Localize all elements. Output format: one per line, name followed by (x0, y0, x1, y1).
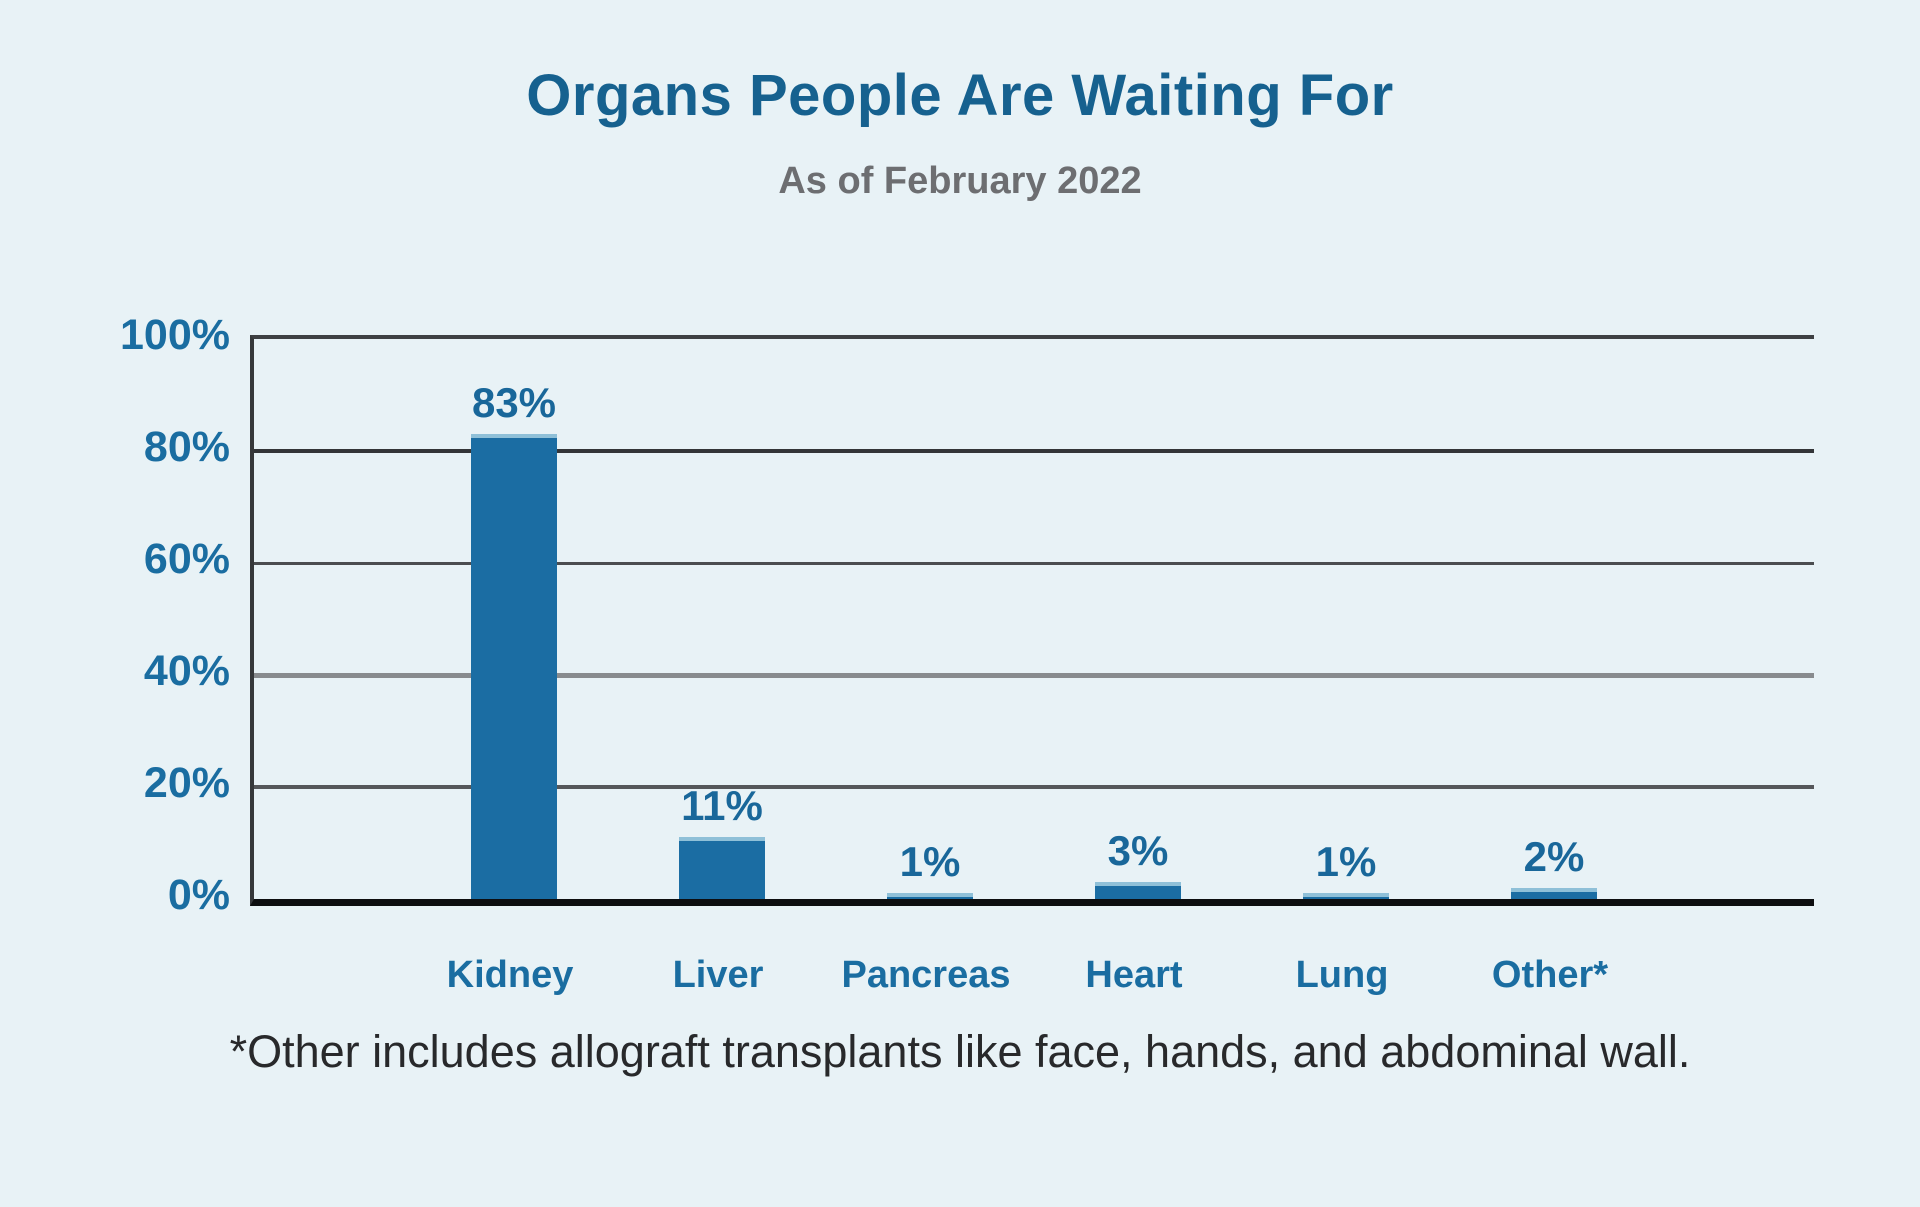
bar-other (1511, 888, 1597, 899)
x-category-label-kidney: Kidney (446, 954, 574, 996)
y-tick-label: 0% (167, 871, 230, 919)
bar-value-label: 3% (1107, 827, 1169, 874)
x-category-label-heart: Heart (1085, 954, 1183, 996)
footnote: *Other includes allograft transplants li… (229, 1026, 1691, 1077)
bar-pancreas (887, 893, 973, 899)
gridline (254, 562, 1814, 565)
bar-liver (679, 837, 765, 899)
x-category-label-pancreas: Pancreas (841, 954, 1011, 996)
bar-value-label: 11% (681, 782, 763, 829)
bar-kidney (471, 434, 557, 899)
bar-lung (1303, 893, 1389, 899)
y-tick-label: 20% (143, 759, 230, 807)
y-tick-label: 60% (143, 535, 230, 583)
plot-area: 83% 11% 1% 3% 1% 2% (250, 335, 1814, 906)
y-tick-label: 100% (120, 311, 230, 359)
bar-value-label: 83% (471, 379, 557, 426)
bar-value-label: 1% (899, 838, 961, 885)
bar-heart (1095, 882, 1181, 899)
chart-subtitle: As of February 2022 (778, 160, 1142, 202)
x-category-label-lung: Lung (1295, 954, 1389, 996)
x-category-label-liver: Liver (672, 954, 764, 996)
gridline (254, 785, 1814, 789)
gridline (254, 449, 1814, 453)
y-tick-label: 80% (143, 423, 230, 471)
y-tick-label: 40% (143, 647, 230, 695)
x-category-label-other: Other* (1491, 954, 1609, 996)
gridline (254, 673, 1814, 678)
chart-title: Organs People Are Waiting For (526, 63, 1394, 128)
bar-value-label: 1% (1315, 838, 1377, 885)
bar-value-label: 2% (1523, 833, 1585, 880)
